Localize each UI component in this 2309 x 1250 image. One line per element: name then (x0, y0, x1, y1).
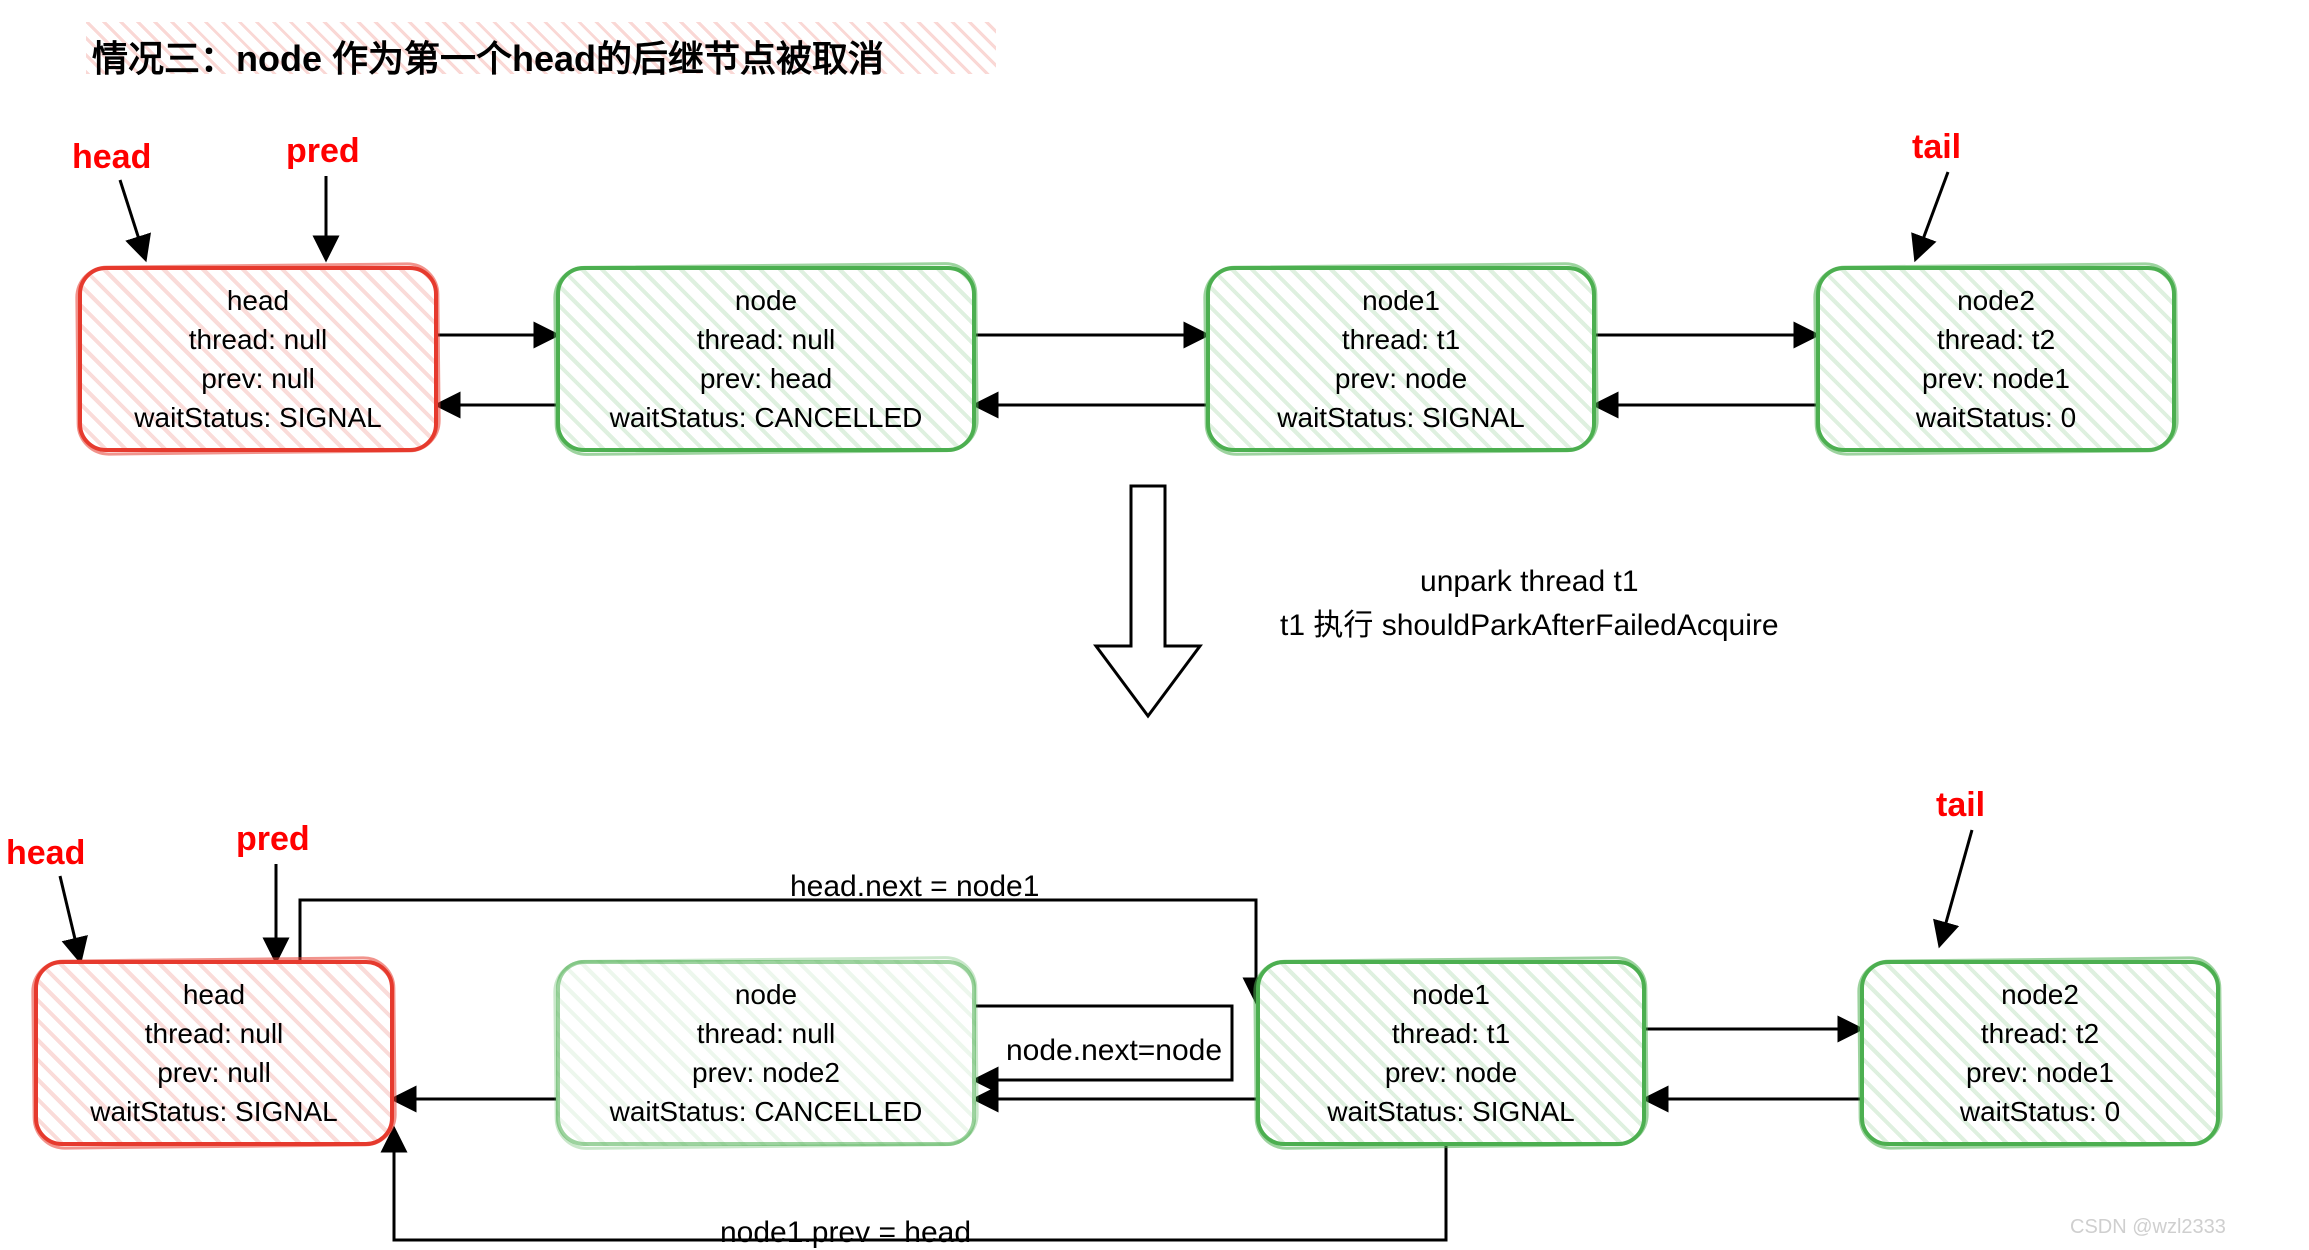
node-bhead-line-1: thread: null (145, 1014, 284, 1053)
node-bhead-line-0: head (183, 975, 245, 1014)
node-bhead-line-2: prev: null (157, 1053, 271, 1092)
node-node: nodethread: nullprev: headwaitStatus: CA… (556, 266, 976, 452)
top-label-pred: pred (286, 132, 360, 171)
node-node2: node2thread: t2prev: node1waitStatus: 0 (1816, 266, 2176, 452)
node-node-line-1: thread: null (697, 320, 836, 359)
edge-label-node-self: node.next=node (1006, 1034, 1222, 1068)
node-bnode-line-3: waitStatus: CANCELLED (610, 1092, 923, 1131)
node-bhead-line-3: waitStatus: SIGNAL (90, 1092, 337, 1131)
node-node-line-3: waitStatus: CANCELLED (610, 398, 923, 437)
node-node1-line-3: waitStatus: SIGNAL (1277, 398, 1524, 437)
node-head-line-1: thread: null (189, 320, 328, 359)
node-node1-line-0: node1 (1362, 281, 1440, 320)
annotation-line-2: t1 执行 shouldParkAfterFailedAcquire (1280, 604, 1779, 648)
node-bnode-line-2: prev: node2 (692, 1053, 840, 1092)
node-head-line-2: prev: null (201, 359, 315, 398)
node-head-line-0: head (227, 281, 289, 320)
annotation-line-1: unpark thread t1 (1280, 560, 1779, 604)
watermark: CSDN @wzl2333 (2070, 1216, 2226, 1239)
node-bnode2-line-0: node2 (2001, 975, 2079, 1014)
node-bnode2-line-2: prev: node1 (1966, 1053, 2114, 1092)
top-label-tail: tail (1912, 128, 1961, 167)
edge-label-head-next: head.next = node1 (790, 870, 1039, 904)
top-label-head: head (72, 138, 151, 177)
transition-annotation: unpark thread t1 t1 执行 shouldParkAfterFa… (1280, 560, 1779, 647)
node-bnode1: node1thread: t1prev: nodewaitStatus: SIG… (1256, 960, 1646, 1146)
node-bnode2-line-1: thread: t2 (1981, 1014, 2099, 1053)
node-bnode2: node2thread: t2prev: node1waitStatus: 0 (1860, 960, 2220, 1146)
node-bnode: nodethread: nullprev: node2waitStatus: C… (556, 960, 976, 1146)
edge-label-node1-prev: node1.prev = head (720, 1216, 971, 1250)
node-node2-line-3: waitStatus: 0 (1916, 398, 2076, 437)
node-bnode-line-0: node (735, 975, 797, 1014)
node-node-line-0: node (735, 281, 797, 320)
node-head-line-3: waitStatus: SIGNAL (134, 398, 381, 437)
node-bnode2-line-3: waitStatus: 0 (1960, 1092, 2120, 1131)
node-bnode1-line-1: thread: t1 (1392, 1014, 1510, 1053)
node-bnode1-line-2: prev: node (1385, 1053, 1517, 1092)
node-node2-line-0: node2 (1957, 281, 2035, 320)
node-node1: node1thread: t1prev: nodewaitStatus: SIG… (1206, 266, 1596, 452)
node-head: headthread: nullprev: nullwaitStatus: SI… (78, 266, 438, 452)
node-bnode1-line-3: waitStatus: SIGNAL (1327, 1092, 1574, 1131)
bottom-label-pred: pred (236, 820, 310, 859)
node-bnode-line-1: thread: null (697, 1014, 836, 1053)
title-text: 情况三：node 作为第一个head的后继节点被取消 (92, 30, 884, 82)
node-node2-line-1: thread: t2 (1937, 320, 2055, 359)
node-node1-line-2: prev: node (1335, 359, 1467, 398)
node-bnode1-line-0: node1 (1412, 975, 1490, 1014)
bottom-label-tail: tail (1936, 786, 1985, 825)
node-node1-line-1: thread: t1 (1342, 320, 1460, 359)
node-bhead: headthread: nullprev: nullwaitStatus: SI… (34, 960, 394, 1146)
bottom-label-head: head (6, 834, 85, 873)
diagram-root: 情况三：node 作为第一个head的后继节点被取消 head pred tai… (0, 0, 2309, 1244)
node-node-line-2: prev: head (700, 359, 832, 398)
node-node2-line-2: prev: node1 (1922, 359, 2070, 398)
